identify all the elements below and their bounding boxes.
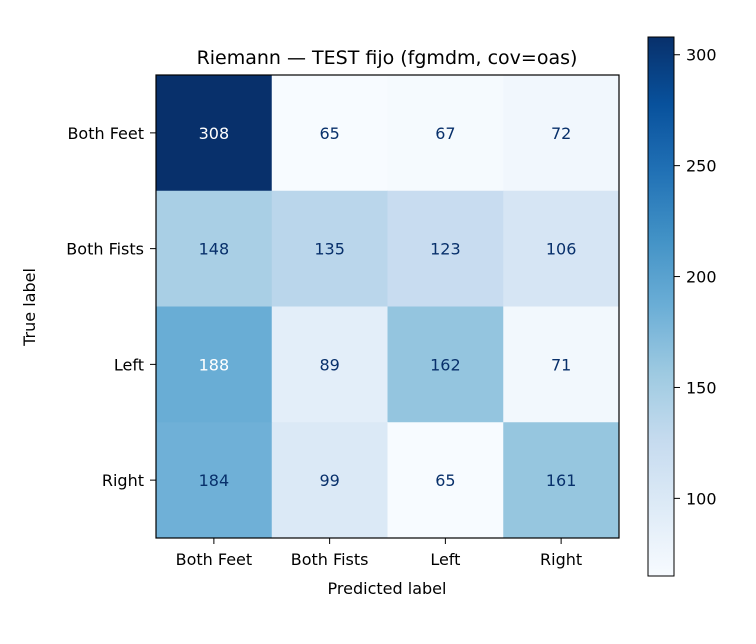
y-tick-label: Right — [102, 471, 144, 490]
cell-value-label: 148 — [199, 240, 230, 259]
colorbar-tick-label: 200 — [686, 268, 717, 287]
heatmap-cells — [156, 75, 620, 539]
colorbar-tick-label: 300 — [686, 46, 717, 65]
heatmap-cell — [503, 190, 620, 307]
cell-value-label: 106 — [546, 240, 577, 259]
colorbar — [647, 36, 675, 577]
cell-value-label: 135 — [314, 240, 345, 259]
y-axis-ticks: Both Feet Both Fists Left Right — [66, 124, 156, 490]
heatmap-cell — [503, 422, 620, 539]
heatmap-cell — [387, 422, 504, 539]
heatmap-cell — [387, 190, 504, 307]
heatmap-cell — [503, 306, 620, 423]
cell-value-label: 188 — [199, 355, 230, 374]
x-axis-label: Predicted label — [328, 579, 447, 598]
colorbar-tick-label: 250 — [686, 157, 717, 176]
heatmap-cell — [503, 75, 620, 192]
cell-value-label: 72 — [551, 124, 571, 143]
cell-value-label: 67 — [435, 124, 455, 143]
y-tick-label: Both Feet — [67, 124, 144, 143]
cell-value-labels: 308 65 67 72 148 135 123 106 188 89 162 71 184 99 65 16… — [199, 124, 577, 490]
x-tick-label: Both Feet — [176, 550, 253, 569]
heatmap-cell — [156, 190, 273, 307]
chart-title: Riemann — TEST fijo (fgmdm, cov=oas) — [197, 47, 578, 69]
heatmap-cell — [271, 306, 388, 423]
cell-value-label: 184 — [199, 471, 230, 490]
heatmap-cell — [271, 422, 388, 539]
y-tick-label: Left — [114, 355, 144, 374]
x-tick-label: Both Fists — [291, 550, 369, 569]
heatmap-cell — [387, 306, 504, 423]
heatmap-cell — [156, 306, 273, 423]
plot-frame — [155, 74, 620, 539]
x-tick-label: Left — [430, 550, 460, 569]
colorbar-ticks: 100 150 200 250 300 — [674, 46, 717, 508]
heatmap-cell — [271, 190, 388, 307]
cell-value-label: 123 — [430, 240, 461, 259]
cell-value-label: 89 — [319, 355, 339, 374]
cell-value-label: 71 — [551, 355, 571, 374]
colorbar-tick-label: 150 — [686, 378, 717, 397]
y-axis-label: True label — [20, 268, 39, 347]
cell-value-label: 161 — [546, 471, 577, 490]
x-tick-label: Right — [540, 550, 582, 569]
heatmap-cell — [271, 75, 388, 192]
cell-value-label: 65 — [435, 471, 455, 490]
heatmap-cell — [387, 75, 504, 192]
heatmap-cell — [156, 422, 273, 539]
cell-value-label: 99 — [319, 471, 339, 490]
colorbar-tick-label: 100 — [686, 489, 717, 508]
x-axis-ticks: Both Feet Both Fists Left Right — [176, 538, 582, 569]
y-tick-label: Both Fists — [66, 240, 144, 259]
heatmap-cell — [156, 75, 273, 192]
cell-value-label: 65 — [319, 124, 339, 143]
cell-value-label: 162 — [430, 355, 461, 374]
cell-value-label: 308 — [199, 124, 230, 143]
